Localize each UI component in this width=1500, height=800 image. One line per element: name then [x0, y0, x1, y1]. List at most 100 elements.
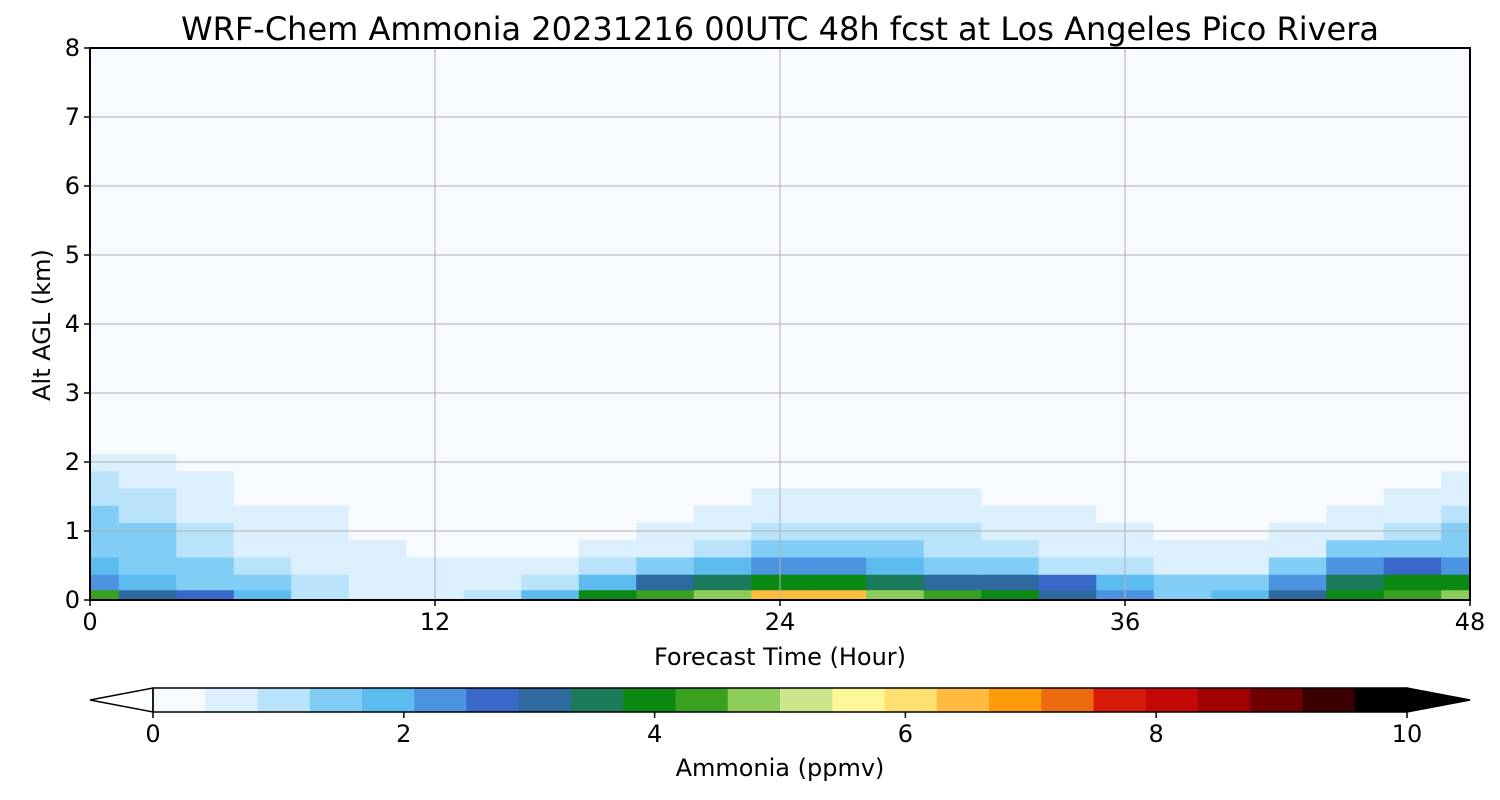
heatmap-cell: [1441, 539, 1471, 558]
colorbar-tick-label: 8: [1149, 720, 1164, 748]
heatmap-cell: [1268, 436, 1327, 454]
heatmap-cell: [636, 574, 695, 591]
heatmap-cell: [636, 556, 695, 575]
heatmap-cell: [1441, 487, 1471, 506]
y-tick-label: 6: [65, 172, 80, 200]
heatmap-cell: [1383, 436, 1442, 454]
colorbar-segment: [205, 688, 259, 712]
heatmap-cell: [981, 556, 1040, 575]
heatmap-cell: [176, 470, 235, 489]
heatmap-cell: [808, 470, 867, 489]
heatmap-cell: [636, 487, 695, 506]
heatmap-cell: [176, 589, 235, 601]
heatmap-cell: [1038, 556, 1097, 575]
heatmap-cell: [1211, 470, 1270, 489]
heatmap-cell: [233, 539, 292, 558]
heatmap-cell: [348, 556, 407, 575]
heatmap-cell: [1153, 574, 1212, 591]
heatmap-cell: [1038, 505, 1097, 523]
heatmap-cell: [636, 470, 695, 489]
heatmap-cell: [348, 574, 407, 591]
heatmap-cell: [1326, 574, 1385, 591]
colorbar-tick-label: 6: [898, 720, 913, 748]
heatmap-cell: [233, 589, 292, 601]
heatmap-cell: [693, 436, 752, 454]
heatmap-cell: [291, 436, 350, 454]
colorbar-tick-label: 10: [1392, 720, 1423, 748]
heatmap-cell: [1038, 436, 1097, 454]
heatmap-cell: [348, 436, 407, 454]
heatmap-cell: [923, 436, 982, 454]
heatmap-cell: [176, 505, 235, 523]
x-axis-label: Forecast Time (Hour): [654, 643, 906, 671]
heatmap-cell: [1038, 574, 1097, 591]
heatmap-cell: [1441, 505, 1471, 523]
heatmap-cell: [521, 589, 580, 601]
heatmap-cell: [521, 487, 580, 506]
heatmap-cell: [521, 470, 580, 489]
heatmap-cell: [923, 539, 982, 558]
heatmap-cell: [1383, 505, 1442, 523]
heatmap-cell: [808, 436, 867, 454]
heatmap-cell: [1153, 589, 1212, 601]
heatmap-cell: [90, 470, 120, 489]
heatmap-cell: [866, 505, 925, 523]
heatmap-cell: [233, 470, 292, 489]
heatmap-cell: [348, 470, 407, 489]
heatmap-cell: [1441, 436, 1471, 454]
heatmap-cell: [1211, 487, 1270, 506]
heatmap-cell: [1441, 589, 1471, 601]
heatmap-cell: [578, 487, 637, 506]
heatmap-cell: [981, 470, 1040, 489]
colorbar: [89, 687, 1471, 713]
heatmap-cell: [693, 487, 752, 506]
heatmap-cell: [1038, 487, 1097, 506]
heatmap-cell: [176, 556, 235, 575]
colorbar-segment: [675, 688, 729, 712]
colorbar-segment: [1041, 688, 1095, 712]
heatmap-cell: [1211, 436, 1270, 454]
colorbar-segment: [832, 688, 886, 712]
y-tick-label: 4: [65, 310, 80, 338]
heatmap-cell: [693, 589, 752, 601]
heatmap-cell: [1211, 574, 1270, 591]
colorbar-segment: [1354, 688, 1408, 712]
heatmap-cell: [1268, 505, 1327, 523]
y-axis-ticks: 0 1 2 3 4 5 6 7 8: [65, 34, 90, 614]
heatmap-cell: [1038, 539, 1097, 558]
heatmap-cell: [118, 505, 177, 523]
heatmap-cell: [981, 505, 1040, 523]
y-tick-label: 8: [65, 34, 80, 62]
colorbar-ticks: 0 2 4 6 8 10: [145, 712, 1422, 748]
heatmap-cell: [90, 487, 120, 506]
heatmap-cell: [923, 505, 982, 523]
heatmap-cell: [233, 574, 292, 591]
colorbar-segment: [1302, 688, 1356, 712]
heatmap-cell: [981, 589, 1040, 601]
heatmap-cell: [693, 539, 752, 558]
heatmap-cell: [1153, 470, 1212, 489]
y-axis-label: Alt AGL (km): [28, 249, 56, 401]
heatmap-cell: [1383, 487, 1442, 506]
y-tick-label: 1: [65, 517, 80, 545]
colorbar-segment: [727, 688, 781, 712]
x-tick-label: 24: [765, 608, 796, 636]
heatmap-cell: [866, 487, 925, 506]
x-tick-label: 12: [420, 608, 451, 636]
heatmap-cell: [90, 574, 120, 591]
heatmap-cell: [463, 589, 522, 601]
heatmap-cell: [923, 574, 982, 591]
heatmap-cell: [866, 436, 925, 454]
heatmap-cell: [118, 539, 177, 558]
heatmap-cell: [463, 574, 522, 591]
colorbar-segment: [1250, 688, 1304, 712]
heatmap-cell: [1441, 470, 1471, 489]
heatmap-cell: [923, 487, 982, 506]
heatmap-cell: [578, 589, 637, 601]
heatmap-cell: [521, 556, 580, 575]
heatmap-cell: [981, 436, 1040, 454]
heatmap-cell: [1153, 539, 1212, 558]
heatmap-cell: [693, 556, 752, 575]
heatmap-cell: [866, 556, 925, 575]
